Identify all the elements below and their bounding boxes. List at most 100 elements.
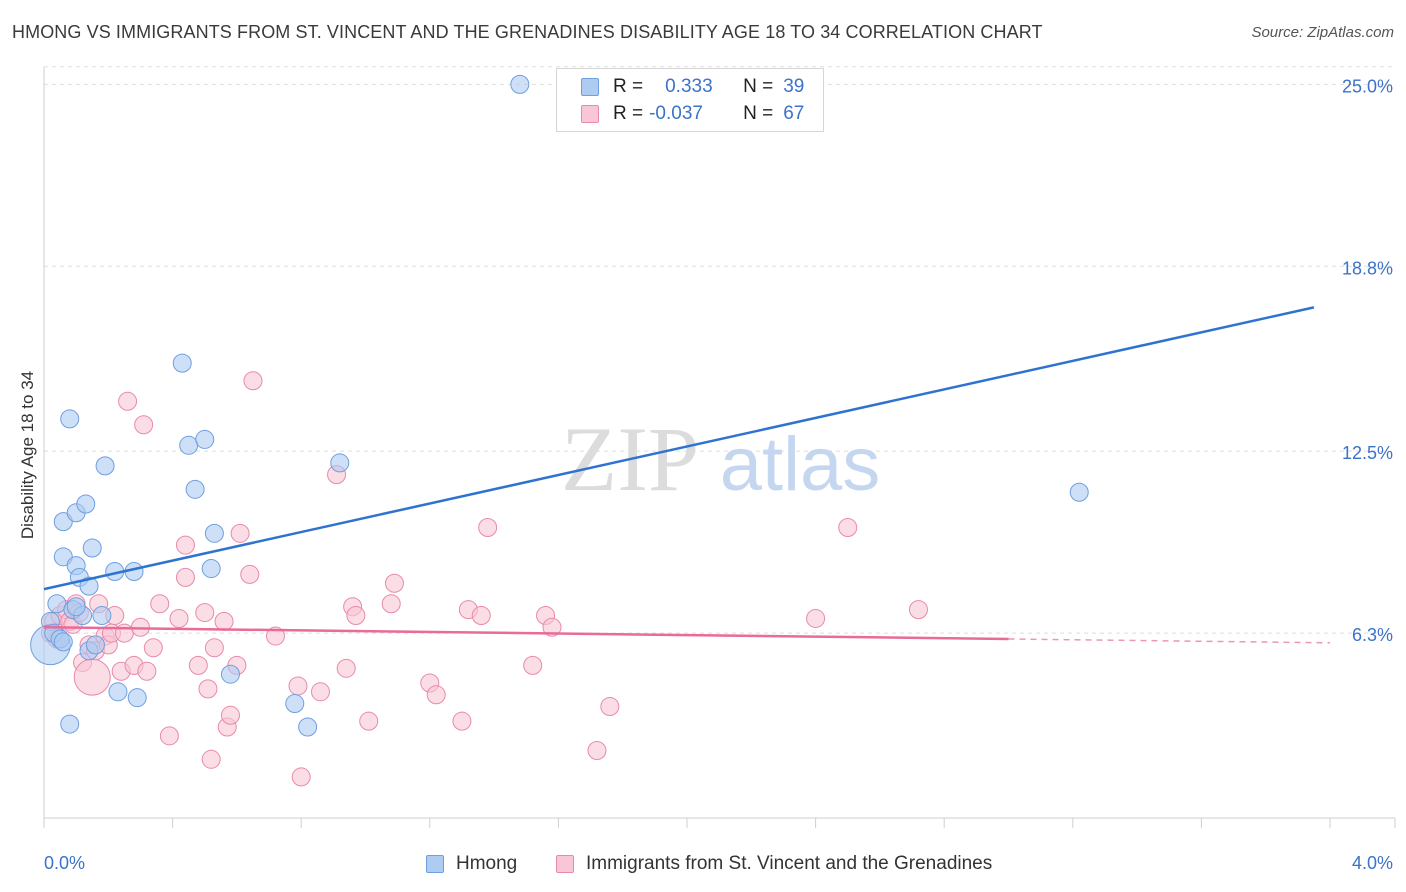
hmong-point bbox=[47, 594, 67, 614]
legend-n-label: N = bbox=[743, 76, 774, 97]
hmong-legend-swatch bbox=[426, 855, 444, 873]
axes bbox=[43, 67, 1396, 828]
svg-point bbox=[243, 371, 263, 391]
svg-point bbox=[240, 564, 260, 584]
hmong-point bbox=[60, 409, 80, 429]
svg-point bbox=[114, 623, 134, 643]
svg-trend-line bbox=[43, 626, 1009, 641]
svg-point bbox=[195, 603, 215, 623]
svg-point bbox=[346, 606, 366, 626]
hmong-swatch bbox=[581, 78, 599, 96]
trend-lines bbox=[43, 306, 1331, 644]
svg-point bbox=[381, 594, 401, 614]
svg-point bbox=[169, 608, 189, 628]
svg-point bbox=[214, 611, 234, 631]
hmong-point bbox=[179, 435, 199, 455]
svg-point bbox=[288, 676, 308, 696]
hmong-point bbox=[195, 429, 215, 449]
svg-legend-swatch bbox=[556, 855, 574, 873]
legend-row-hmong: R = 0.333 N = 39 bbox=[581, 75, 804, 99]
hmong-legend-label: Hmong bbox=[456, 853, 518, 874]
svg-point bbox=[201, 749, 221, 769]
hmong-point bbox=[79, 576, 99, 596]
svg-point bbox=[359, 711, 379, 731]
hmong-point bbox=[185, 479, 205, 499]
tick-labels: 6.3% 12.5% 18.8% 25.0% 0.0% 4.0% bbox=[44, 76, 1393, 873]
legend-r-value: 0.333 bbox=[665, 76, 713, 97]
svg-point bbox=[198, 679, 218, 699]
bottom-legend-svg: Immigrants from St. Vincent and the Gren… bbox=[556, 850, 992, 878]
svg-point bbox=[175, 535, 195, 555]
watermark-atlas: atlas bbox=[720, 422, 881, 507]
legend-r-label: R = bbox=[613, 103, 644, 124]
legend-n-label: N = bbox=[743, 103, 774, 124]
svg-point bbox=[230, 523, 250, 543]
hmong-point bbox=[127, 688, 147, 708]
hmong-point bbox=[85, 635, 105, 655]
hmong-point bbox=[60, 714, 80, 734]
svg-legend-label: Immigrants from St. Vincent and the Gren… bbox=[586, 853, 993, 874]
hmong-points bbox=[30, 74, 1089, 737]
y-tick-label: 25.0% bbox=[1342, 76, 1393, 96]
hmong-point bbox=[95, 456, 115, 476]
gridlines bbox=[44, 66, 1395, 634]
hmong-point bbox=[201, 559, 221, 579]
x-tick-label: 0.0% bbox=[44, 853, 85, 873]
chart-title: HMONG VS IMMIGRANTS FROM ST. VINCENT AND… bbox=[12, 22, 1043, 42]
legend-n-value: 67 bbox=[783, 103, 805, 124]
hmong-point bbox=[330, 453, 350, 473]
legend-n-value: 39 bbox=[783, 76, 805, 97]
svg-point bbox=[542, 617, 562, 637]
svg-point bbox=[426, 685, 446, 705]
svg-point bbox=[523, 655, 543, 675]
legend-row-svg: R = -0.037 N = 67 bbox=[581, 102, 804, 126]
hmong-point bbox=[510, 74, 530, 94]
x-tick-label: 4.0% bbox=[1352, 853, 1393, 873]
source-credit: Source: ZipAtlas.com bbox=[1251, 24, 1394, 41]
bottom-legend-hmong: Hmong bbox=[426, 850, 517, 878]
svg-point bbox=[587, 741, 607, 761]
hmong-point bbox=[1069, 482, 1089, 502]
hmong-point bbox=[66, 597, 86, 617]
svg-point bbox=[600, 696, 620, 716]
svg-point bbox=[159, 726, 179, 746]
hmong-point bbox=[108, 682, 128, 702]
correlation-legend: R = 0.333 N = 39 R = -0.037 N = 67 bbox=[556, 68, 824, 132]
hmong-point bbox=[204, 523, 224, 543]
legend-r-label: R = bbox=[613, 76, 644, 97]
svg-point bbox=[220, 705, 240, 725]
svg-point bbox=[265, 626, 285, 646]
svg-point bbox=[134, 415, 154, 435]
svg-point bbox=[384, 573, 404, 593]
svg-point bbox=[188, 655, 208, 675]
svg-point bbox=[838, 517, 858, 537]
y-axis-label: Disability Age 18 to 34 bbox=[18, 371, 37, 539]
svg-point bbox=[478, 517, 498, 537]
hmong-point bbox=[285, 694, 305, 714]
hmong-point bbox=[220, 664, 240, 684]
svg-point bbox=[143, 638, 163, 658]
hmong-point bbox=[172, 353, 192, 373]
svg-point bbox=[310, 682, 330, 702]
svg-point bbox=[137, 661, 157, 681]
svg-point bbox=[291, 767, 311, 787]
svg-trend-extension bbox=[1008, 638, 1331, 644]
svg-point bbox=[806, 608, 826, 628]
svg-point bbox=[175, 567, 195, 587]
svg-point bbox=[471, 606, 491, 626]
svg-point bbox=[336, 658, 356, 678]
watermark: ZIP atlas bbox=[561, 408, 880, 510]
hmong-point bbox=[298, 717, 318, 737]
hmong-point bbox=[76, 494, 96, 514]
svg-point bbox=[73, 658, 111, 696]
hmong-point bbox=[53, 632, 73, 652]
hmong-point bbox=[92, 606, 112, 626]
svg-point bbox=[204, 638, 224, 658]
svg-point bbox=[452, 711, 472, 731]
y-tick-label: 6.3% bbox=[1352, 625, 1393, 645]
hmong-point bbox=[82, 538, 102, 558]
svg-point bbox=[150, 594, 170, 614]
y-tick-label: 18.8% bbox=[1342, 258, 1393, 278]
svg-swatch bbox=[581, 105, 599, 123]
